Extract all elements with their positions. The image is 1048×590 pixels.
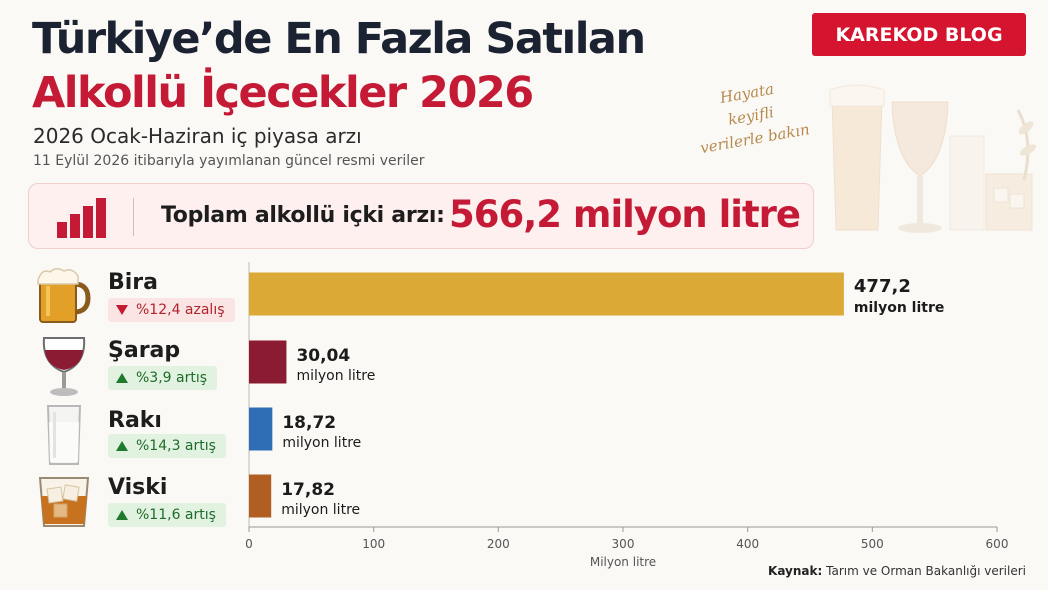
subtitle: 2026 Ocak-Haziran iç piyasa arzı <box>33 124 362 148</box>
x-tick-label: 100 <box>362 537 385 551</box>
page-title: Türkiye’de En Fazla Satılan <box>32 14 646 64</box>
bar-unit-label: milyon litre <box>854 300 944 316</box>
row-label-bira: Bira <box>108 270 159 295</box>
brand-badge[interactable]: KAREKOD BLOG <box>812 13 1026 56</box>
up-arrow-icon <box>116 373 128 383</box>
bar-şarap <box>249 340 287 384</box>
total-supply-panel: Toplam alkollü içki arzı: 566,2 milyon l… <box>28 183 814 249</box>
wine-glass-icon <box>42 337 86 396</box>
bar-bira <box>249 272 844 316</box>
whisky-glass-icon <box>38 477 90 527</box>
row-label-raki: Rakı <box>108 408 162 433</box>
total-supply-label: Toplam alkollü içki arzı: <box>161 203 445 228</box>
x-tick-label: 200 <box>487 537 510 551</box>
change-badge-viski: %11,6 artış <box>108 503 226 527</box>
x-tick-label: 600 <box>986 537 1009 551</box>
change-badge-raki: %14,3 artış <box>108 434 226 458</box>
x-tick-label: 400 <box>736 537 759 551</box>
raki-glass-icon <box>46 405 82 465</box>
bar-unit-label: milyon litre <box>296 368 375 384</box>
change-badge-bira: %12,4 azalış <box>108 298 235 322</box>
publication-note: 11 Eylül 2026 itibarıyla yayımlanan günc… <box>33 153 425 169</box>
bar-unit-label: milyon litre <box>281 502 360 518</box>
up-arrow-icon <box>116 510 128 520</box>
row-label-sarap: Şarap <box>108 338 181 363</box>
bar-rakı <box>249 407 273 451</box>
beer-mug-icon <box>37 268 91 323</box>
source-note: Kaynak: Tarım ve Orman Bakanlığı veriler… <box>768 564 1026 578</box>
bar-unit-label: milyon litre <box>282 435 361 451</box>
x-tick-label: 0 <box>245 537 253 551</box>
divider <box>133 198 134 236</box>
up-arrow-icon <box>116 441 128 451</box>
change-badge-sarap: %3,9 artış <box>108 366 218 390</box>
bar-chart-icon <box>57 198 106 238</box>
row-label-viski: Viski <box>108 475 168 500</box>
bar-value-label: 17,82 <box>281 480 335 500</box>
x-tick-label: 300 <box>612 537 635 551</box>
total-supply-value: 566,2 milyon litre <box>449 193 801 236</box>
page-title-highlight: Alkollü İçecekler 2026 <box>32 68 534 118</box>
decorative-glasses-illustration <box>829 84 1037 233</box>
x-tick-label: 500 <box>861 537 884 551</box>
bar-value-label: 477,2 <box>854 276 911 297</box>
bar-value-label: 30,04 <box>296 346 350 366</box>
bar-viski <box>249 474 272 518</box>
x-axis-title: Milyon litre <box>590 555 656 569</box>
down-arrow-icon <box>116 305 128 315</box>
bar-value-label: 18,72 <box>282 413 336 433</box>
